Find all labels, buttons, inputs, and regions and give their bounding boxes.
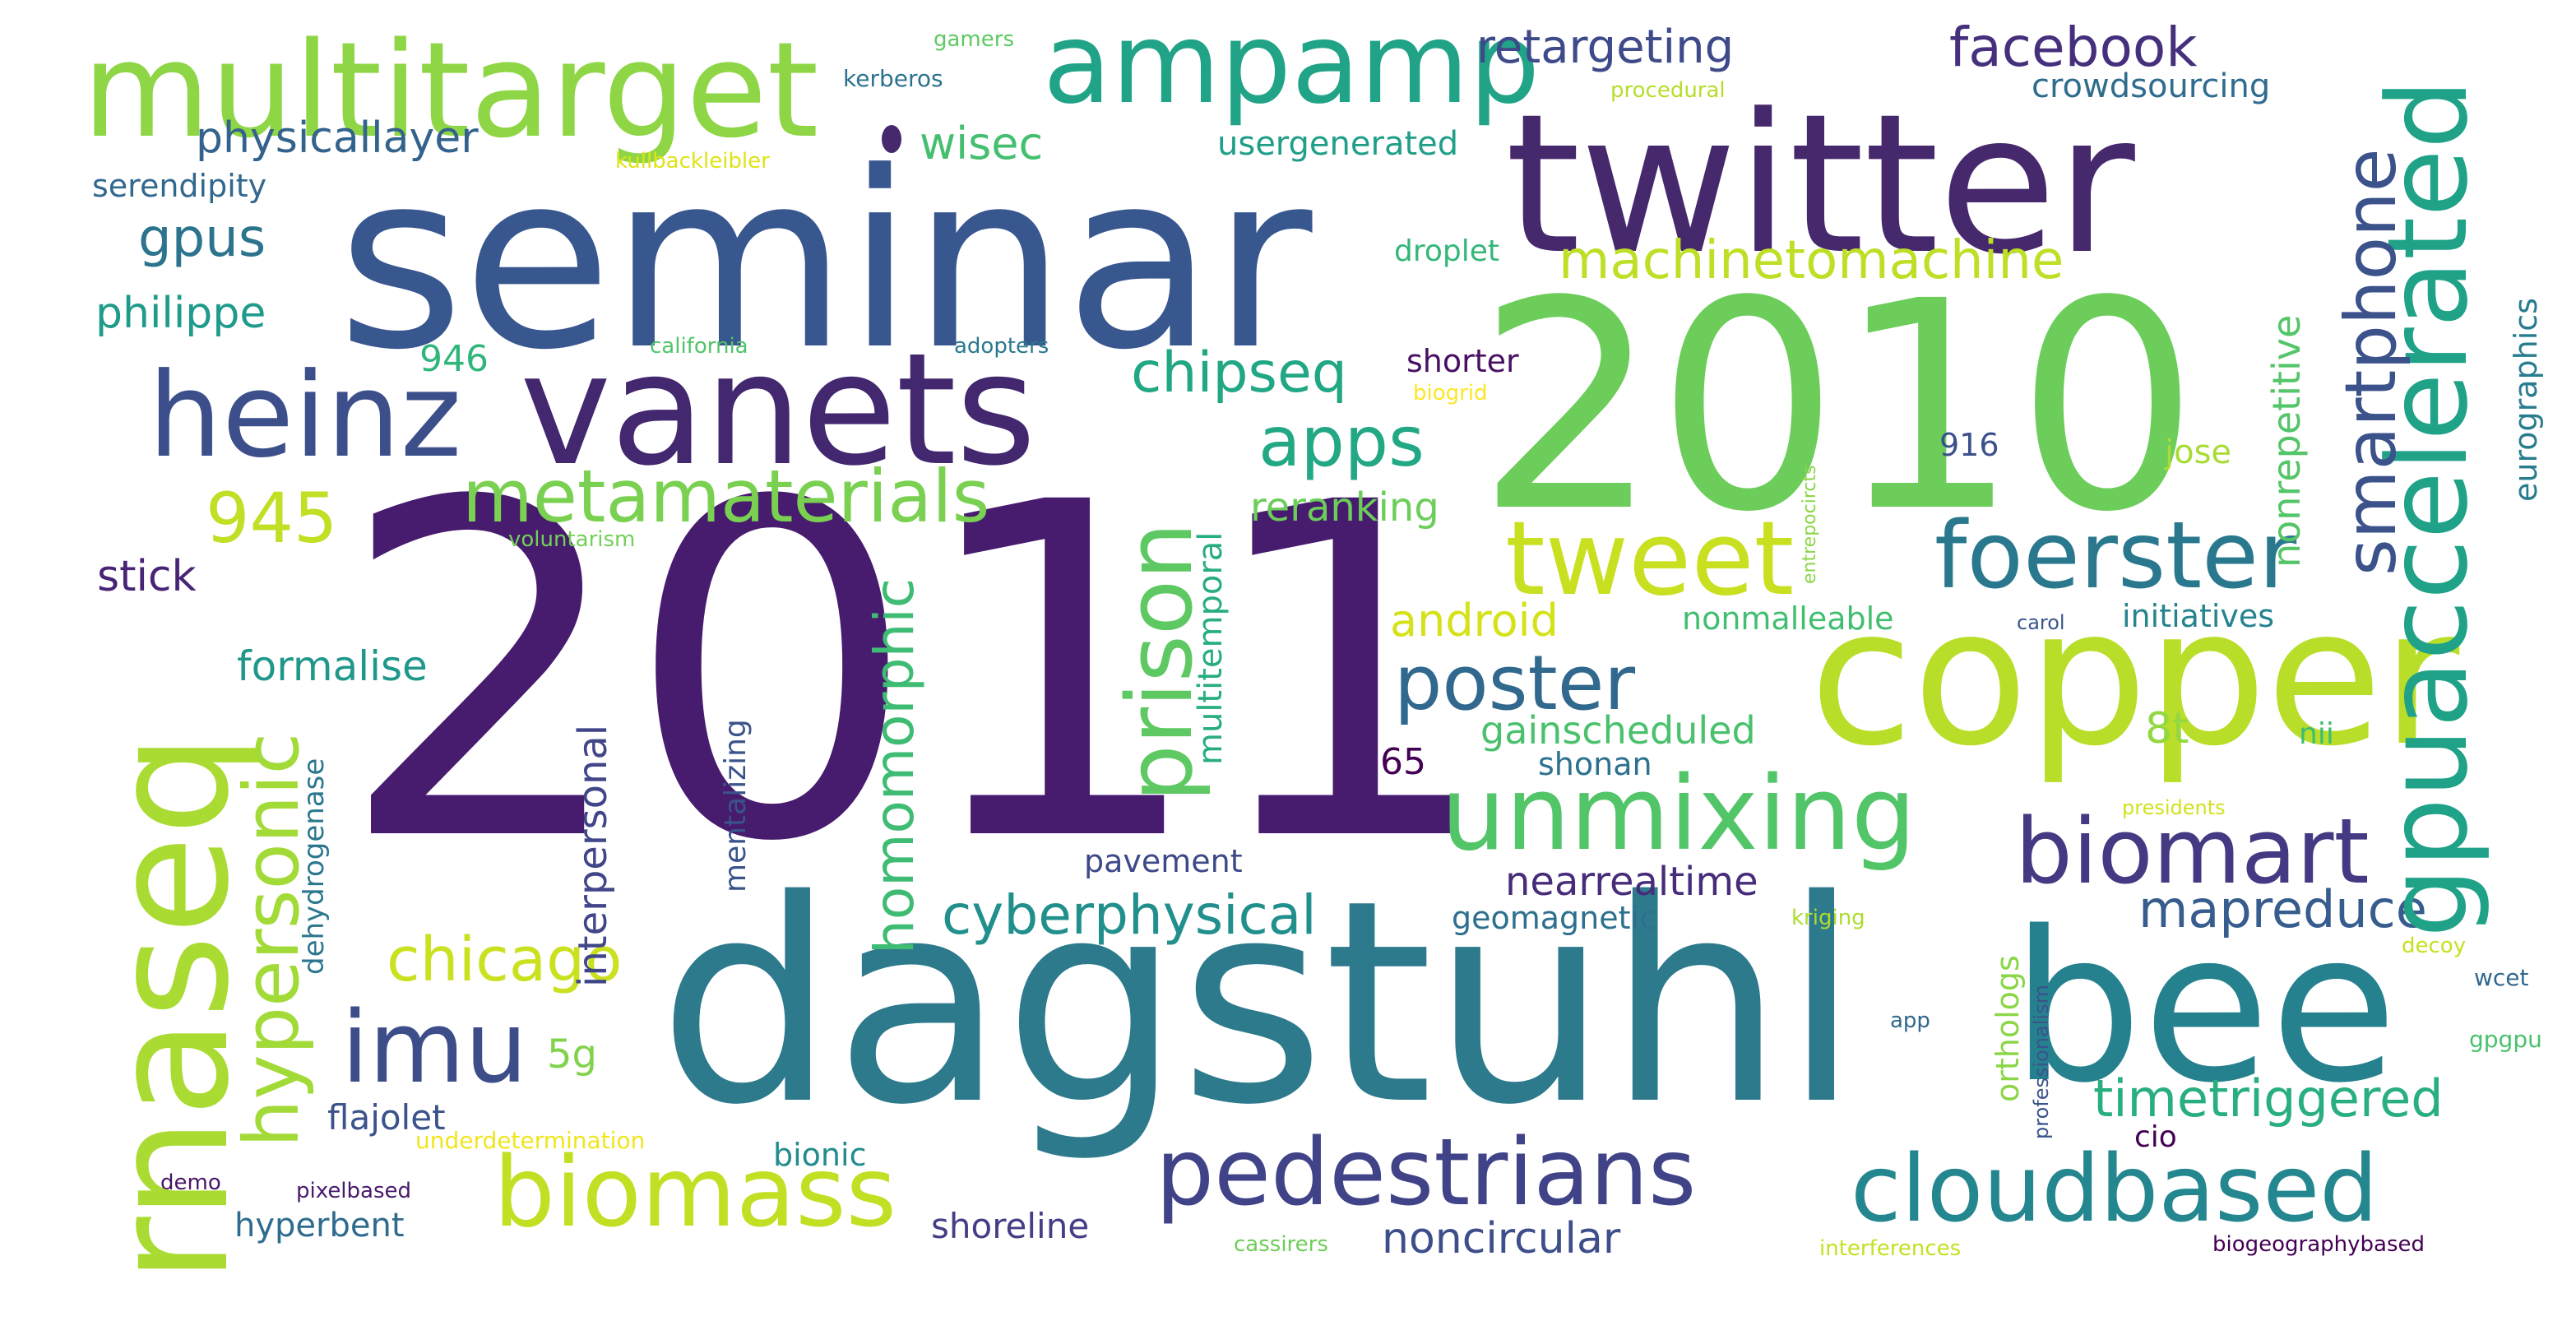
- dot: [882, 125, 901, 153]
- word: droplet: [1394, 234, 1500, 268]
- word: gpus: [138, 208, 266, 269]
- word: noncircular: [1382, 1214, 1621, 1263]
- word: multitemporal: [1192, 531, 1230, 765]
- word: kriging: [1791, 906, 1865, 930]
- word: 945: [206, 478, 338, 559]
- word: decoy: [2402, 934, 2467, 958]
- word: retargeting: [1476, 21, 1735, 74]
- word: underdetermination: [415, 1127, 646, 1154]
- word: foerster: [1934, 503, 2297, 610]
- word: bionic: [773, 1137, 867, 1173]
- word: interferences: [1819, 1236, 1962, 1261]
- word: wisec: [920, 118, 1044, 169]
- word: philippe: [95, 289, 266, 338]
- word: initiatives: [2122, 598, 2275, 634]
- word: stick: [97, 552, 197, 601]
- word: imu: [341, 991, 528, 1105]
- word: shoreline: [931, 1206, 1090, 1246]
- word: android: [1390, 595, 1559, 647]
- word: jose: [2165, 433, 2232, 471]
- word: california: [650, 334, 748, 359]
- word: facebook: [1949, 16, 2198, 79]
- word: 8t: [2145, 704, 2189, 753]
- word: flajolet: [327, 1097, 446, 1138]
- word: voluntarism: [508, 527, 636, 552]
- word: gainscheduled: [1480, 708, 1756, 753]
- word: dagstuhl: [658, 841, 1860, 1166]
- word: 2011: [337, 406, 1494, 943]
- word: cyberphysical: [942, 883, 1317, 947]
- word: biomart: [2015, 799, 2370, 904]
- word: metamaterials: [462, 454, 990, 539]
- word: reranking: [1250, 484, 1439, 531]
- word: nii: [2299, 717, 2334, 751]
- word: 916: [1939, 427, 1999, 463]
- word: machinetomachine: [1559, 230, 2064, 291]
- word: multitarget: [82, 13, 819, 167]
- word: unmixing: [1441, 755, 1916, 874]
- word: seminar: [337, 119, 1313, 403]
- word: smartphone: [2330, 148, 2412, 577]
- word: interpersonal: [570, 724, 616, 987]
- word: usergenerated: [1217, 125, 1459, 163]
- word: gpgpu: [2469, 1026, 2542, 1053]
- word: mapreduce: [2138, 879, 2427, 939]
- word: ampamp: [1043, 0, 1541, 129]
- word: serendipity: [92, 168, 267, 204]
- word: cio: [2134, 1120, 2177, 1154]
- word: crowdsourcing: [2032, 67, 2271, 105]
- word: 2010: [1476, 239, 2199, 575]
- word: app: [1890, 1008, 1930, 1033]
- word: orthologs: [1990, 955, 2026, 1102]
- word: biogrid: [1413, 381, 1488, 406]
- word: dehydrogenase: [298, 758, 331, 975]
- word: nearrealtime: [1505, 859, 1758, 905]
- word: demo: [160, 1170, 221, 1195]
- word: chipseq: [1131, 341, 1347, 406]
- word: twitter: [1505, 73, 2135, 297]
- word: copper: [1809, 568, 2459, 788]
- word: cassirers: [1234, 1232, 1328, 1257]
- word: adopters: [954, 334, 1049, 359]
- word: carol: [2017, 611, 2065, 634]
- word: professionalism: [2030, 985, 2053, 1139]
- word: eurographics: [2508, 298, 2544, 502]
- word: pedestrians: [1156, 1119, 1697, 1226]
- word: presidents: [2122, 796, 2226, 819]
- word: kerberos: [843, 65, 943, 92]
- word: heinz: [148, 348, 462, 484]
- word: pavement: [1084, 843, 1243, 879]
- word: physicallayer: [196, 114, 479, 163]
- word: 5g: [547, 1031, 598, 1078]
- word: homomorphic: [863, 577, 926, 954]
- word: gamers: [934, 27, 1014, 52]
- word: timetriggered: [2093, 1068, 2444, 1129]
- word: shorter: [1406, 343, 1519, 379]
- word: formalise: [237, 642, 428, 690]
- word: cloudbased: [1851, 1136, 2379, 1243]
- word: bee: [2011, 888, 2398, 1129]
- word: wcet: [2474, 964, 2529, 991]
- word: kullbackleibler: [615, 149, 770, 174]
- word: nonmalleable: [1682, 600, 1894, 637]
- word: 65: [1380, 741, 1426, 783]
- word: chicago: [387, 925, 623, 995]
- word: shonan: [1538, 746, 1652, 782]
- word: biogeographybased: [2212, 1232, 2425, 1257]
- word: procedural: [1610, 78, 1726, 103]
- word: nonrepetitive: [2264, 314, 2309, 568]
- word: hyperbent: [234, 1207, 405, 1245]
- word: biomass: [493, 1135, 897, 1249]
- word: pixelbased: [296, 1179, 412, 1203]
- word: vanets: [520, 320, 1036, 500]
- word: mentalizing: [719, 719, 753, 892]
- word: tweet: [1505, 500, 1795, 619]
- word: poster: [1394, 639, 1636, 727]
- word: entrepocircts: [1800, 465, 1820, 584]
- word: geomagnetic: [1452, 900, 1656, 936]
- word: apps: [1258, 401, 1425, 482]
- word: 946: [419, 338, 489, 380]
